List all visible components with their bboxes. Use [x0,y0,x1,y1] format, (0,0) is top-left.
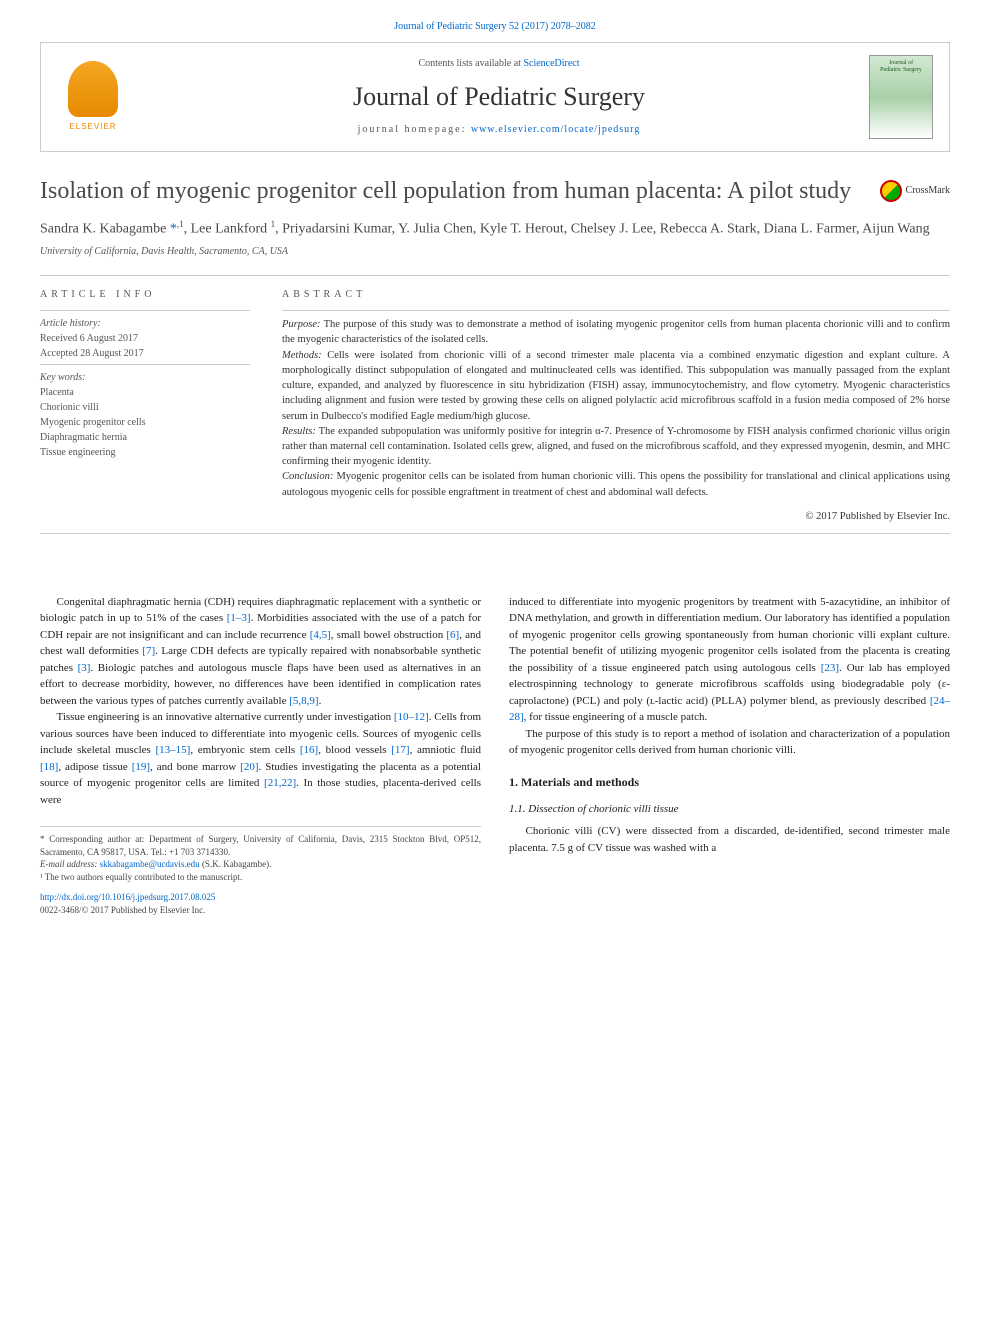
history-received: Received 6 August 2017 [40,331,250,346]
divider [40,310,250,311]
section-heading: 1. Materials and methods [509,773,950,791]
abstract-text: Purpose: The purpose of this study was t… [282,317,950,500]
footnotes-block: * Corresponding author at: Department of… [40,826,481,917]
elsevier-logo[interactable]: ELSEVIER [57,57,129,137]
subsection-heading: 1.1. Dissection of chorionic villi tissu… [509,801,950,818]
body-paragraph: induced to differentiate into myogenic p… [509,594,950,726]
citation-header: Journal of Pediatric Surgery 52 (2017) 2… [40,20,950,34]
text: . Biologic patches and autologous muscle… [40,662,481,707]
abstract-purpose: The purpose of this study was to demonst… [282,319,950,345]
crossmark-icon [880,180,902,202]
journal-header-box: ELSEVIER Contents lists available at Sci… [40,42,950,152]
contents-prefix: Contents lists available at [418,58,523,69]
ref-link[interactable]: [18] [40,761,58,773]
email-label: E-mail address: [40,859,100,869]
keyword: Myogenic progenitor cells [40,415,250,430]
ref-link[interactable]: [5,8,9] [289,695,318,707]
issn-copyright: 0022-3468/© 2017 Published by Elsevier I… [40,905,205,915]
info-abstract-row: article info Article history: Received 6… [40,288,950,524]
ref-link[interactable]: [1–3] [227,612,251,624]
ref-link[interactable]: [23] [821,662,839,674]
cover-text-2: Pediatric Surgery [880,67,922,74]
ref-link[interactable]: [17] [391,744,409,756]
article-info-sidebar: article info Article history: Received 6… [40,288,250,524]
sciencedirect-link[interactable]: ScienceDirect [523,58,579,69]
ref-link[interactable]: [7] [142,645,155,657]
cover-text-1: Journal of [889,60,913,67]
email-suffix: (S.K. Kabagambe). [200,859,272,869]
abstract-heading: abstract [282,288,950,302]
article-info-heading: article info [40,288,250,302]
doi-link[interactable]: http://dx.doi.org/10.1016/j.jpedsurg.201… [40,892,215,902]
ref-link[interactable]: [4,5] [310,629,331,641]
text: , small bowel obstruction [331,629,447,641]
divider [40,275,950,276]
abstract-methods: Cells were isolated from chorionic villi… [282,350,950,422]
abstract-results-label: Results: [282,426,316,437]
crossmark-label: CrossMark [906,184,950,198]
title-row: Isolation of myogenic progenitor cell po… [40,176,950,206]
header-center: Contents lists available at ScienceDirec… [129,57,869,137]
abstract-copyright: © 2017 Published by Elsevier Inc. [282,510,950,525]
elsevier-tree-icon [68,61,118,117]
divider [282,310,950,311]
keyword: Chorionic villi [40,400,250,415]
crossmark-badge[interactable]: CrossMark [880,180,950,202]
abstract-conclusion: Myogenic progenitor cells can be isolate… [282,471,950,497]
abstract-conclusion-label: Conclusion: [282,471,333,482]
text: , for tissue engineering of a muscle pat… [524,711,708,723]
affiliation: University of California, Davis Health, … [40,245,950,259]
body-paragraph: Congenital diaphragmatic hernia (CDH) re… [40,594,481,710]
text: Tissue engineering is an innovative alte… [57,711,394,723]
text: , embryonic stem cells [190,744,300,756]
body-paragraph: Tissue engineering is an innovative alte… [40,709,481,808]
ref-link[interactable]: [6] [446,629,459,641]
ref-link[interactable]: [20] [240,761,258,773]
abstract-purpose-label: Purpose: [282,319,321,330]
body-paragraph: The purpose of this study is to report a… [509,726,950,759]
corresponding-author-note: * Corresponding author at: Department of… [40,833,481,858]
doi-block: http://dx.doi.org/10.1016/j.jpedsurg.201… [40,891,481,916]
email-line: E-mail address: skkabagambe@ucdavis.edu … [40,858,481,871]
ref-link[interactable]: [3] [78,662,91,674]
ref-link[interactable]: [21,22] [264,777,296,789]
article-title: Isolation of myogenic progenitor cell po… [40,176,864,206]
citation-link[interactable]: Journal of Pediatric Surgery 52 (2017) 2… [394,21,595,32]
abstract-column: abstract Purpose: The purpose of this st… [282,288,950,524]
keyword: Tissue engineering [40,445,250,460]
text: . [319,695,322,707]
contents-available: Contents lists available at ScienceDirec… [129,57,869,71]
authors-list: Sandra K. Kabagambe *,1, Lee Lankford 1,… [40,218,950,239]
journal-homepage: journal homepage: www.elsevier.com/locat… [129,123,869,137]
body-text: Congenital diaphragmatic hernia (CDH) re… [40,594,950,917]
abstract-methods-label: Methods: [282,350,322,361]
journal-cover-thumbnail[interactable]: Journal of Pediatric Surgery [869,55,933,139]
text: , and bone marrow [150,761,240,773]
text: , blood vessels [318,744,391,756]
body-paragraph: Chorionic villi (CV) were dissected from… [509,823,950,856]
journal-name: Journal of Pediatric Surgery [129,79,869,115]
ref-link[interactable]: [19] [132,761,150,773]
keyword: Diaphragmatic hernia [40,430,250,445]
history-accepted: Accepted 28 August 2017 [40,346,250,361]
ref-link[interactable]: [13–15] [156,744,191,756]
homepage-link[interactable]: www.elsevier.com/locate/jpedsurg [471,124,640,135]
text: , adipose tissue [58,761,131,773]
keyword: Placenta [40,385,250,400]
homepage-label: journal homepage: [358,124,471,135]
text: , amniotic fluid [410,744,481,756]
ref-link[interactable]: [16] [300,744,318,756]
keywords-label: Key words: [40,371,250,385]
equal-contribution-note: ¹ The two authors equally contributed to… [40,871,481,884]
divider [40,533,950,534]
history-label: Article history: [40,317,250,331]
email-link[interactable]: skkabagambe@ucdavis.edu [100,859,200,869]
ref-link[interactable]: [10–12] [394,711,429,723]
elsevier-label: ELSEVIER [69,121,116,132]
divider [40,364,250,365]
abstract-results: The expanded subpopulation was uniformly… [282,426,950,467]
